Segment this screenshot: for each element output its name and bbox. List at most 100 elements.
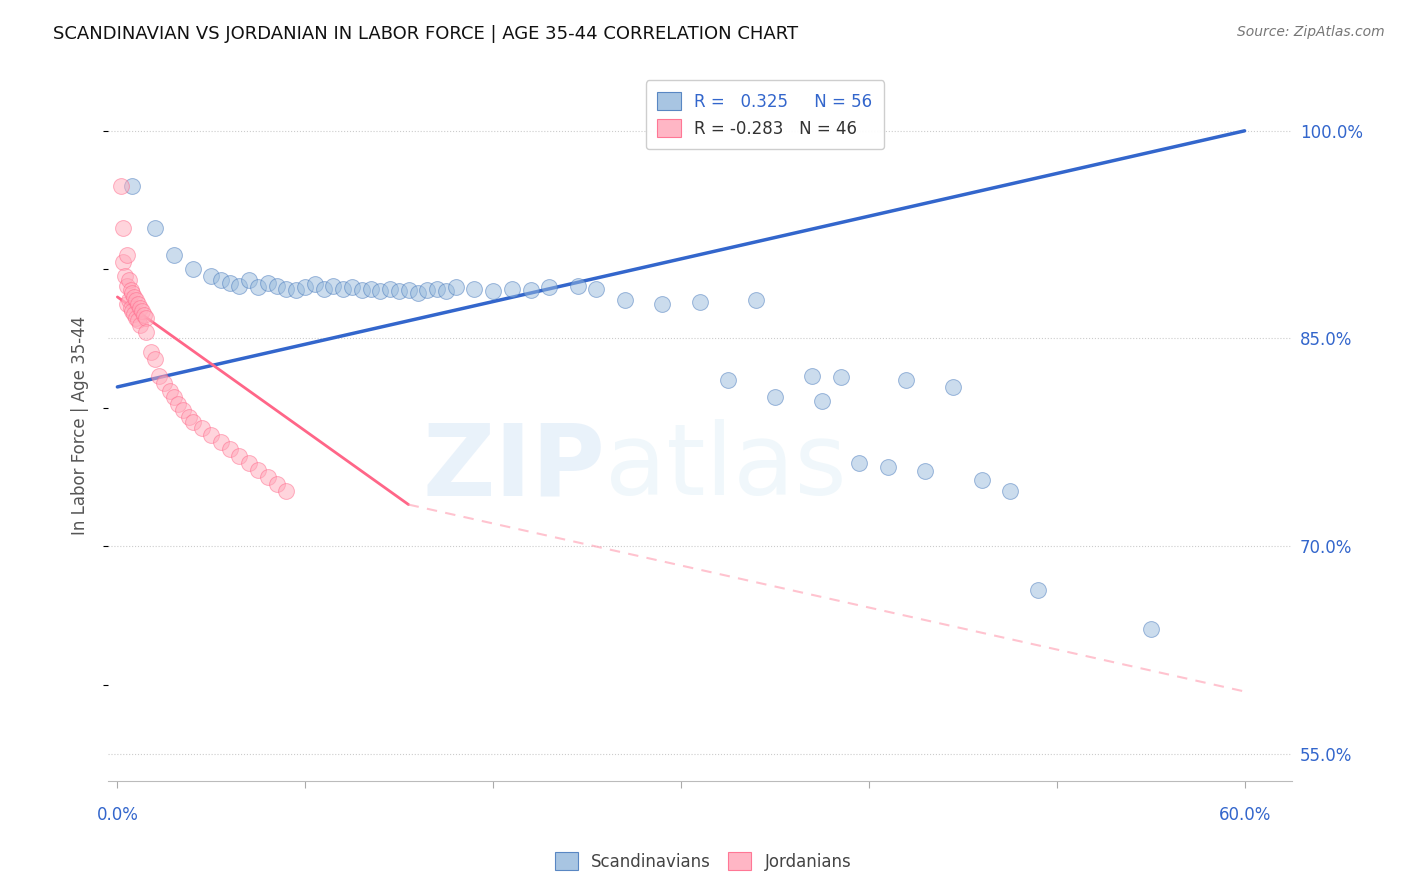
Point bbox=[651, 297, 673, 311]
Point bbox=[228, 278, 250, 293]
Point bbox=[177, 410, 200, 425]
Point bbox=[519, 283, 541, 297]
Point bbox=[266, 476, 288, 491]
Point bbox=[294, 280, 316, 294]
Point bbox=[360, 282, 382, 296]
Point bbox=[970, 473, 993, 487]
Point bbox=[942, 380, 965, 394]
Point bbox=[276, 282, 298, 296]
Point bbox=[125, 293, 148, 307]
Point bbox=[801, 368, 824, 383]
Point bbox=[482, 285, 505, 299]
Point bbox=[148, 368, 170, 383]
Point bbox=[143, 220, 166, 235]
Point bbox=[200, 269, 222, 284]
Point bbox=[256, 276, 278, 290]
Point bbox=[378, 282, 401, 296]
Point bbox=[567, 278, 589, 293]
Point bbox=[118, 273, 141, 287]
Point bbox=[181, 262, 204, 277]
Point bbox=[238, 456, 260, 470]
Point bbox=[876, 460, 898, 475]
Point bbox=[613, 293, 636, 307]
Legend: R =   0.325     N = 56, R = -0.283   N = 46: R = 0.325 N = 56, R = -0.283 N = 46 bbox=[645, 80, 884, 150]
Point bbox=[238, 273, 260, 287]
Point bbox=[689, 295, 711, 310]
Point bbox=[1139, 622, 1161, 636]
Point bbox=[538, 280, 561, 294]
Point bbox=[110, 179, 132, 194]
Point bbox=[585, 282, 607, 296]
Text: 60.0%: 60.0% bbox=[1219, 806, 1271, 824]
Point bbox=[135, 325, 157, 339]
Point bbox=[228, 449, 250, 463]
Point bbox=[998, 483, 1021, 498]
Point bbox=[172, 403, 194, 417]
Point bbox=[276, 483, 298, 498]
Text: Source: ZipAtlas.com: Source: ZipAtlas.com bbox=[1237, 25, 1385, 39]
Point bbox=[159, 384, 181, 398]
Point bbox=[444, 280, 467, 294]
Point bbox=[153, 376, 176, 390]
Point bbox=[209, 273, 232, 287]
Point bbox=[111, 255, 134, 269]
Point bbox=[312, 282, 335, 296]
Point bbox=[143, 857, 166, 871]
Point bbox=[115, 248, 138, 262]
Point bbox=[200, 428, 222, 442]
Legend: Scandinavians, Jordanians: Scandinavians, Jordanians bbox=[547, 844, 859, 880]
Point bbox=[129, 318, 152, 332]
Point bbox=[350, 283, 373, 297]
Point bbox=[111, 220, 134, 235]
Point bbox=[322, 278, 344, 293]
Point bbox=[247, 463, 270, 477]
Point bbox=[914, 464, 936, 478]
Point bbox=[763, 390, 786, 404]
Point bbox=[120, 301, 142, 315]
Point bbox=[388, 285, 411, 299]
Point bbox=[127, 297, 149, 311]
Point bbox=[416, 283, 439, 297]
Point bbox=[124, 307, 146, 321]
Point bbox=[163, 248, 186, 262]
Point bbox=[830, 370, 852, 384]
Point bbox=[127, 313, 149, 327]
Point bbox=[406, 285, 429, 300]
Y-axis label: In Labor Force | Age 35-44: In Labor Force | Age 35-44 bbox=[72, 316, 89, 534]
Point bbox=[304, 277, 326, 292]
Point bbox=[191, 421, 214, 435]
Point bbox=[848, 456, 870, 470]
Point bbox=[717, 373, 740, 387]
Point bbox=[121, 285, 143, 300]
Text: ZIP: ZIP bbox=[422, 419, 605, 516]
Point bbox=[124, 290, 146, 304]
Point bbox=[121, 179, 143, 194]
Point bbox=[426, 282, 449, 296]
Point bbox=[163, 390, 186, 404]
Point bbox=[118, 293, 141, 307]
Point bbox=[219, 276, 242, 290]
Point bbox=[120, 283, 142, 297]
Text: 0.0%: 0.0% bbox=[97, 806, 138, 824]
Point bbox=[115, 278, 138, 293]
Text: atlas: atlas bbox=[605, 419, 846, 516]
Point bbox=[332, 282, 354, 296]
Point bbox=[370, 285, 392, 299]
Point bbox=[745, 293, 768, 307]
Point bbox=[181, 415, 204, 429]
Point bbox=[209, 435, 232, 450]
Point bbox=[166, 396, 188, 410]
Point bbox=[141, 345, 163, 359]
Point bbox=[1026, 583, 1049, 598]
Point bbox=[896, 373, 918, 387]
Point bbox=[342, 280, 364, 294]
Point bbox=[811, 393, 834, 408]
Point bbox=[247, 280, 270, 294]
Point bbox=[125, 310, 148, 325]
Point bbox=[501, 282, 523, 296]
Point bbox=[132, 308, 155, 322]
Point bbox=[129, 301, 152, 315]
Point bbox=[463, 282, 485, 296]
Point bbox=[143, 352, 166, 367]
Point bbox=[114, 269, 136, 284]
